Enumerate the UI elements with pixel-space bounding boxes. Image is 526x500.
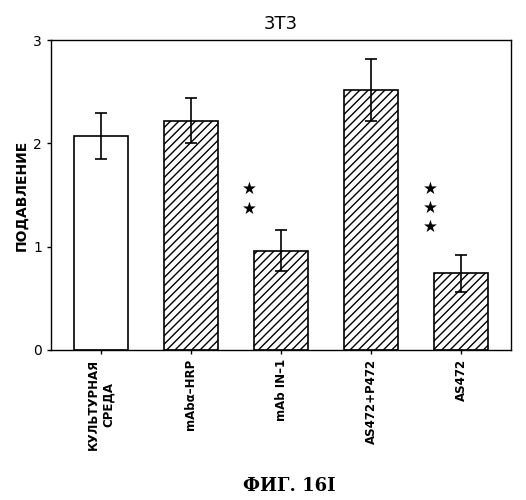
Bar: [74, 136, 128, 350]
Text: ★
★
★: ★ ★ ★: [422, 180, 438, 236]
Bar: [254, 250, 308, 350]
Text: ★
★: ★ ★: [242, 180, 257, 218]
Bar: [434, 274, 489, 350]
Text: ФИГ. 16I: ФИГ. 16I: [243, 477, 336, 495]
Bar: [344, 90, 398, 350]
Title: 3Т3: 3Т3: [264, 15, 298, 33]
Y-axis label: ПОДАВЛЕНИЕ: ПОДАВЛЕНИЕ: [15, 140, 29, 250]
Bar: [164, 120, 218, 350]
